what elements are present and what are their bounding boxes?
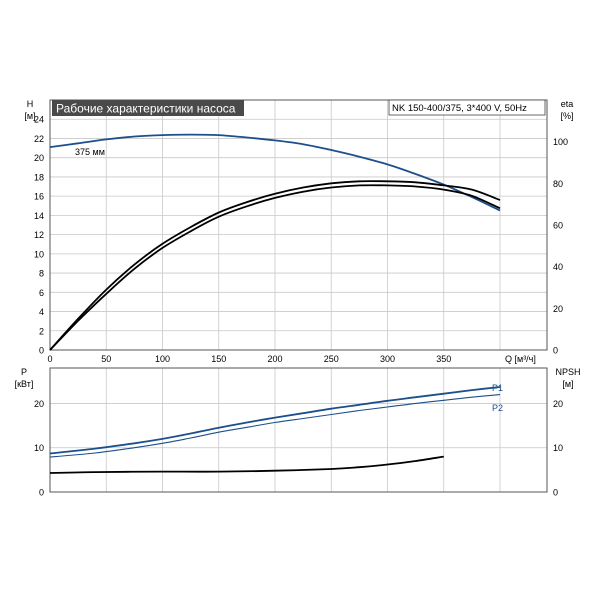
x-tick-label: 300 xyxy=(380,354,395,364)
right-tick-label: 0 xyxy=(553,488,558,498)
top-right-tick-labels: 0 20 40 60 80 100 xyxy=(553,137,568,355)
left-tick-label: 20 xyxy=(34,399,44,409)
x-tick-label: 250 xyxy=(324,354,339,364)
left-tick-label: 8 xyxy=(39,269,44,279)
x-tick-label: 0 xyxy=(47,354,52,364)
x-tick-label: 150 xyxy=(211,354,226,364)
impeller-diameter-annotation: 375 мм xyxy=(75,147,105,157)
top-x-tick-labels: 0 50 100 150 200 250 300 350 xyxy=(47,354,451,364)
npsh-axis-label: NPSH xyxy=(555,367,580,377)
left-tick-label: 14 xyxy=(34,211,44,221)
left-tick-label: 10 xyxy=(34,443,44,453)
series-line-top-0 xyxy=(49,133,501,212)
bottom-right-tick-labels: 0 10 20 xyxy=(553,399,563,498)
head-axis-unit: [м] xyxy=(24,111,35,121)
power-axis-unit: [кВт] xyxy=(15,379,34,389)
pump-label-box xyxy=(388,99,546,116)
top-gridlines xyxy=(50,100,547,350)
left-tick-label: 0 xyxy=(39,346,44,356)
series-line-top-1 xyxy=(49,184,501,351)
right-tick-label: 10 xyxy=(553,443,563,453)
bottom-plot-frame xyxy=(49,367,548,493)
x-tick-label: 350 xyxy=(436,354,451,364)
bottom-series xyxy=(49,386,501,474)
flow-axis-label: Q [м³/ч] xyxy=(505,354,536,364)
x-tick-label: 50 xyxy=(101,354,111,364)
left-tick-label: 0 xyxy=(39,488,44,498)
pump-label: NK 150-400/375, 3*400 V, 50Hz xyxy=(392,103,527,114)
left-tick-label: 20 xyxy=(34,153,44,163)
power-axis-label: P xyxy=(21,367,27,377)
left-tick-label: 4 xyxy=(39,307,44,317)
eta-axis-unit: [%] xyxy=(560,111,573,121)
right-tick-label: 0 xyxy=(553,346,558,356)
left-tick-label: 24 xyxy=(34,115,44,125)
right-tick-label: 20 xyxy=(553,304,563,314)
series-line-top-2 xyxy=(49,180,501,351)
right-tick-label: 60 xyxy=(553,221,563,231)
bottom-left-tick-labels: 0 10 20 xyxy=(34,399,44,498)
bottom-panel: 0 10 20 0 10 20 P [кВт] NPSH [м] P1 P2 xyxy=(15,367,581,498)
series-label-p1: P1 xyxy=(492,383,503,393)
left-tick-label: 2 xyxy=(39,326,44,336)
left-tick-label: 16 xyxy=(34,192,44,202)
left-tick-label: 22 xyxy=(34,134,44,144)
series-p1 xyxy=(49,386,501,455)
right-tick-label: 40 xyxy=(553,262,563,272)
chart-title: Рабочие характеристики насоса xyxy=(56,102,236,116)
series-line-bot-2 xyxy=(49,455,444,474)
top-plot-frame xyxy=(49,99,548,351)
title-box xyxy=(52,100,244,116)
eta-axis-label: eta xyxy=(561,99,574,109)
left-tick-label: 12 xyxy=(34,230,44,240)
series-p2 xyxy=(49,394,501,458)
x-tick-label: 100 xyxy=(155,354,170,364)
right-tick-label: 100 xyxy=(553,137,568,147)
npsh-axis-unit: [м] xyxy=(562,379,573,389)
right-tick-label: 20 xyxy=(553,399,563,409)
left-tick-label: 10 xyxy=(34,249,44,259)
left-tick-label: 6 xyxy=(39,288,44,298)
series-label-p2: P2 xyxy=(492,403,503,413)
right-tick-label: 80 xyxy=(553,179,563,189)
head-axis-label: H xyxy=(27,99,34,109)
top-series xyxy=(49,133,501,351)
left-tick-label: 18 xyxy=(34,172,44,182)
x-tick-label: 200 xyxy=(267,354,282,364)
